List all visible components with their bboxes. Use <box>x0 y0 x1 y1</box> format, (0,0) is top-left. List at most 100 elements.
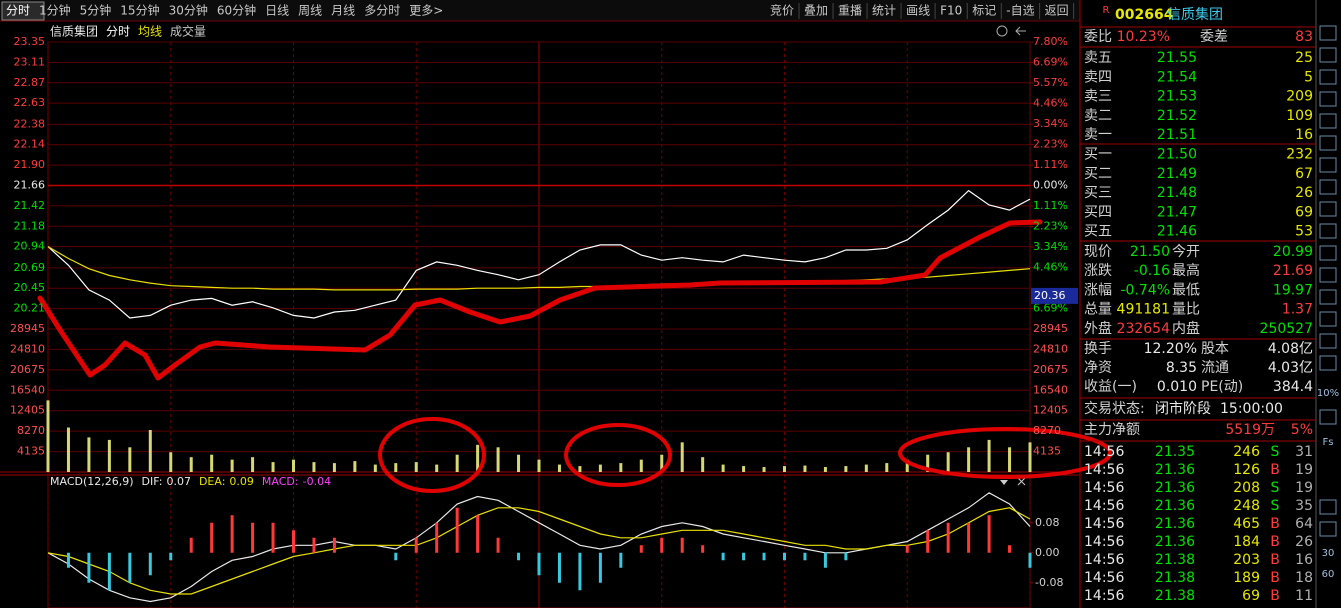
volume-bar <box>46 400 50 472</box>
menu-icon[interactable] <box>1000 480 1008 485</box>
toolbar-button[interactable]: 竞价 <box>770 4 794 18</box>
volume-bar <box>189 457 193 472</box>
quote-cell: 16 <box>1295 552 1313 568</box>
back-icon[interactable] <box>1015 26 1026 36</box>
quote-cell: 69 <box>1295 204 1313 220</box>
toolbar-tab[interactable]: 更多> <box>409 4 443 18</box>
volume-bar <box>844 466 848 472</box>
quote-cell: 14:56 <box>1084 588 1124 604</box>
quote-cell: 14:56 <box>1084 534 1124 550</box>
toolbar-tab[interactable]: 周线 <box>298 4 322 18</box>
quote-cell: 246 <box>1233 444 1260 460</box>
icon[interactable] <box>1319 179 1337 195</box>
icon[interactable] <box>1319 521 1337 537</box>
toolbar-button[interactable]: 统计 <box>872 4 896 18</box>
icon[interactable] <box>1319 311 1337 327</box>
icon[interactable] <box>1319 91 1337 107</box>
icon[interactable] <box>1319 157 1337 173</box>
toolbar-tab[interactable]: 5分钟 <box>80 3 112 18</box>
icon[interactable] <box>1319 223 1337 239</box>
quote-cell: 250527 <box>1260 321 1313 337</box>
macd-bar <box>394 552 398 561</box>
icon[interactable] <box>1319 245 1337 261</box>
volume-bar <box>312 462 316 472</box>
macd-bar <box>517 552 521 561</box>
close-icon[interactable] <box>1017 477 1026 486</box>
y-tick-label: 12405 <box>10 404 45 417</box>
toolbar-tab[interactable]: 1分钟 <box>39 3 71 18</box>
volume-bar <box>148 430 152 472</box>
icon[interactable] <box>1319 25 1337 41</box>
volume-bar <box>537 459 541 472</box>
y-tick-label: 20.94 <box>14 240 46 253</box>
toolbar-button[interactable]: -自选 <box>1006 4 1034 18</box>
chart-header: 均线 <box>138 25 162 39</box>
icon[interactable] <box>1319 409 1337 425</box>
quote-cell: 涨幅 <box>1084 282 1112 298</box>
sidebar-icon-label[interactable]: 10% <box>1317 388 1339 399</box>
icon[interactable] <box>1319 201 1337 217</box>
icon[interactable] <box>1319 355 1337 371</box>
icon[interactable] <box>1319 113 1337 129</box>
macd-bar <box>455 507 459 553</box>
macd-bar <box>598 552 602 583</box>
sidebar-icons <box>1319 25 1337 537</box>
icon[interactable] <box>1319 47 1337 63</box>
quote-cell: 14:56 <box>1084 444 1124 460</box>
macd-bar <box>926 530 930 553</box>
macd-bar <box>619 552 623 568</box>
toolbar-button[interactable]: 叠加 <box>804 4 828 18</box>
quote-cell: 21.50 <box>1130 244 1170 260</box>
volume-bar <box>721 464 725 472</box>
quote-cell: 买四 <box>1084 204 1112 220</box>
y-tick-label: 21.90 <box>14 158 46 171</box>
quote-cell: 15:00:00 <box>1220 401 1283 417</box>
toolbar-tab[interactable]: 15分钟 <box>120 3 159 18</box>
volume-bar <box>823 467 827 472</box>
toolbar-tab[interactable]: 60分钟 <box>217 3 256 18</box>
quote-cell: B <box>1270 462 1280 478</box>
toolbar-button[interactable]: 画线 <box>906 4 930 18</box>
quote-cell: 14:56 <box>1084 552 1124 568</box>
icon[interactable] <box>1319 499 1337 515</box>
price-line <box>47 189 1031 319</box>
toolbar-tab[interactable]: 30分钟 <box>169 3 208 18</box>
sidebar-icon-label[interactable]: 30 <box>1322 548 1335 559</box>
cursor-price-label: 20.36 <box>1034 289 1066 302</box>
quote-cell: 232654 <box>1117 321 1171 337</box>
toolbar-tab[interactable]: 多分时 <box>364 4 400 18</box>
quote-cell: 35 <box>1295 498 1313 514</box>
macd-bar <box>762 552 766 561</box>
icon[interactable] <box>1319 267 1337 283</box>
macd-bar <box>435 522 439 553</box>
icon[interactable] <box>1319 333 1337 349</box>
toolbar-button[interactable]: F10 <box>940 4 962 18</box>
volume-bar <box>107 439 111 472</box>
quote-cell: 股本 <box>1201 341 1229 357</box>
volume-bar <box>742 466 746 472</box>
toolbar-button[interactable]: 标记 <box>972 4 996 18</box>
y-tick-label: 22.87 <box>14 76 46 89</box>
icon[interactable] <box>1319 135 1337 151</box>
icon[interactable] <box>1319 289 1337 305</box>
volume-bar <box>87 437 91 472</box>
zoom-icon[interactable] <box>996 25 1008 37</box>
volume-bar <box>128 447 132 472</box>
toolbar-button[interactable]: 重播 <box>838 4 862 18</box>
y-tick-label: 24810 <box>10 342 45 355</box>
sidebar-icon-label[interactable]: 60 <box>1322 569 1335 580</box>
hand-drawn-circle <box>378 417 486 493</box>
toolbar-tab[interactable]: 月线 <box>331 4 355 18</box>
stock-code: 002664 <box>1115 7 1174 23</box>
volume-bar <box>1008 447 1012 472</box>
quote-cell: 21.53 <box>1157 89 1197 105</box>
toolbar-tab[interactable]: 分时 <box>6 4 30 18</box>
y2-tick-label: 3.34% <box>1033 117 1068 130</box>
icon[interactable] <box>1319 69 1337 85</box>
readout-value: -0.04 <box>303 475 331 488</box>
toolbar-button[interactable]: 返回 <box>1045 4 1069 18</box>
sidebar-icon-label[interactable]: Fs <box>1323 437 1334 448</box>
quote-cell: 26 <box>1295 185 1313 201</box>
toolbar-tab[interactable]: 日线 <box>265 4 289 18</box>
macd-bar <box>476 515 480 553</box>
